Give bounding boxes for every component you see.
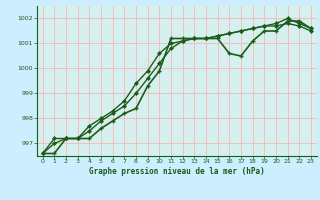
X-axis label: Graphe pression niveau de la mer (hPa): Graphe pression niveau de la mer (hPa) xyxy=(89,167,265,176)
